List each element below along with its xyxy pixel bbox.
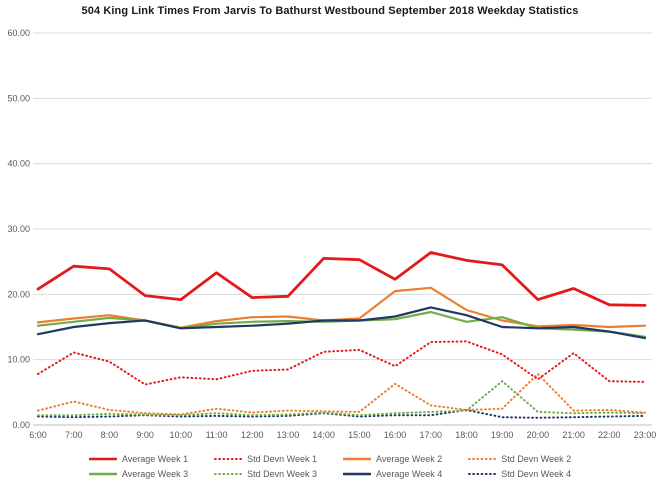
x-tick-label: 12:00 [241, 430, 264, 440]
legend-item-std-devn-week-4: Std Devn Week 4 [468, 469, 571, 479]
x-tick-label: 9:00 [136, 430, 154, 440]
legend-item-average-week-3: Average Week 3 [88, 468, 189, 479]
legend: Average Week 1 Std Devn Week 1 Average Wee… [0, 452, 660, 480]
x-tick-label: 10:00 [170, 430, 193, 440]
x-tick-label: 16:00 [384, 430, 407, 440]
legend-row-1: Average Week 1 Std Devn Week 1 Average Wee… [88, 452, 571, 465]
y-tick-label: 60.00 [7, 28, 30, 38]
legend-item-std-devn-week-2: Std Devn Week 2 [468, 454, 571, 464]
series-line-std-devn-week-1 [37, 340, 646, 386]
x-tick-label: 14:00 [312, 430, 335, 440]
y-tick-label: 40.00 [7, 159, 30, 169]
legend-label: Std Devn Week 4 [501, 468, 572, 479]
x-tick-label: 20:00 [527, 430, 550, 440]
x-tick-label: 21:00 [562, 430, 585, 440]
x-tick-label: 23:00 [634, 430, 657, 440]
y-tick-label: 10.00 [7, 355, 30, 365]
x-tick-label: 18:00 [455, 430, 478, 440]
y-tick-label: 0.00 [12, 420, 30, 430]
x-tick-label: 17:00 [419, 430, 442, 440]
series-line-std-devn-week-3 [37, 380, 646, 417]
legend-label: Average Week 1 [121, 453, 189, 464]
y-tick-label: 30.00 [7, 224, 30, 234]
chart-title: 504 King Link Times From Jarvis To Bathu… [81, 5, 579, 17]
x-tick-label: 11:00 [206, 430, 228, 440]
dotted-line-swatch [214, 472, 243, 475]
solid-line-swatch [343, 457, 371, 460]
solid-line-swatch [343, 472, 371, 475]
x-tick-label: 15:00 [348, 430, 371, 440]
dotted-line-swatch [468, 457, 497, 460]
x-tick-label: 8:00 [101, 430, 119, 440]
series-line-std-devn-week-4 [37, 409, 646, 419]
dotted-line-swatch [468, 472, 497, 475]
dotted-line-swatch [214, 457, 243, 460]
x-tick-label: 13:00 [277, 430, 300, 440]
legend-item-std-devn-week-3: Std Devn Week 3 [214, 469, 317, 479]
solid-line-swatch [88, 472, 117, 475]
legend-item-std-devn-week-1: Std Devn Week 1 [214, 454, 317, 464]
series-line-average-week-3 [36, 310, 647, 338]
plot-area: 0.00 10.00 20.00 30.00 40.00 50.00 60.00 6:00 7:… [7, 28, 657, 440]
legend-label: Average Week 2 [376, 453, 443, 464]
legend-item-average-week-1: Average Week 1 [88, 453, 189, 464]
x-tick-label: 6:00 [29, 430, 47, 440]
legend-label: Average Week 3 [121, 468, 189, 479]
legend-item-average-week-2: Average Week 2 [343, 454, 442, 464]
legend-label: Std Devn Week 2 [501, 453, 572, 464]
legend-label: Average Week 4 [376, 468, 443, 479]
legend-label: Std Devn Week 1 [247, 453, 317, 464]
legend-item-average-week-4: Average Week 4 [343, 469, 442, 479]
series-line-average-week-4 [36, 306, 647, 340]
series-line-average-week-1 [36, 251, 647, 307]
y-tick-label: 20.00 [7, 289, 30, 299]
legend-label: Std Devn Week 3 [247, 468, 317, 479]
y-tick-label: 50.00 [7, 93, 30, 103]
series-line-std-devn-week-2 [37, 373, 646, 416]
x-tick-label: 7:00 [65, 430, 83, 440]
solid-line-swatch [88, 457, 117, 460]
x-tick-label: 19:00 [491, 430, 514, 440]
legend-row-2: Average Week 3 Std Devn Week 3 Average Wee… [88, 467, 571, 480]
x-tick-label: 22:00 [598, 430, 621, 440]
